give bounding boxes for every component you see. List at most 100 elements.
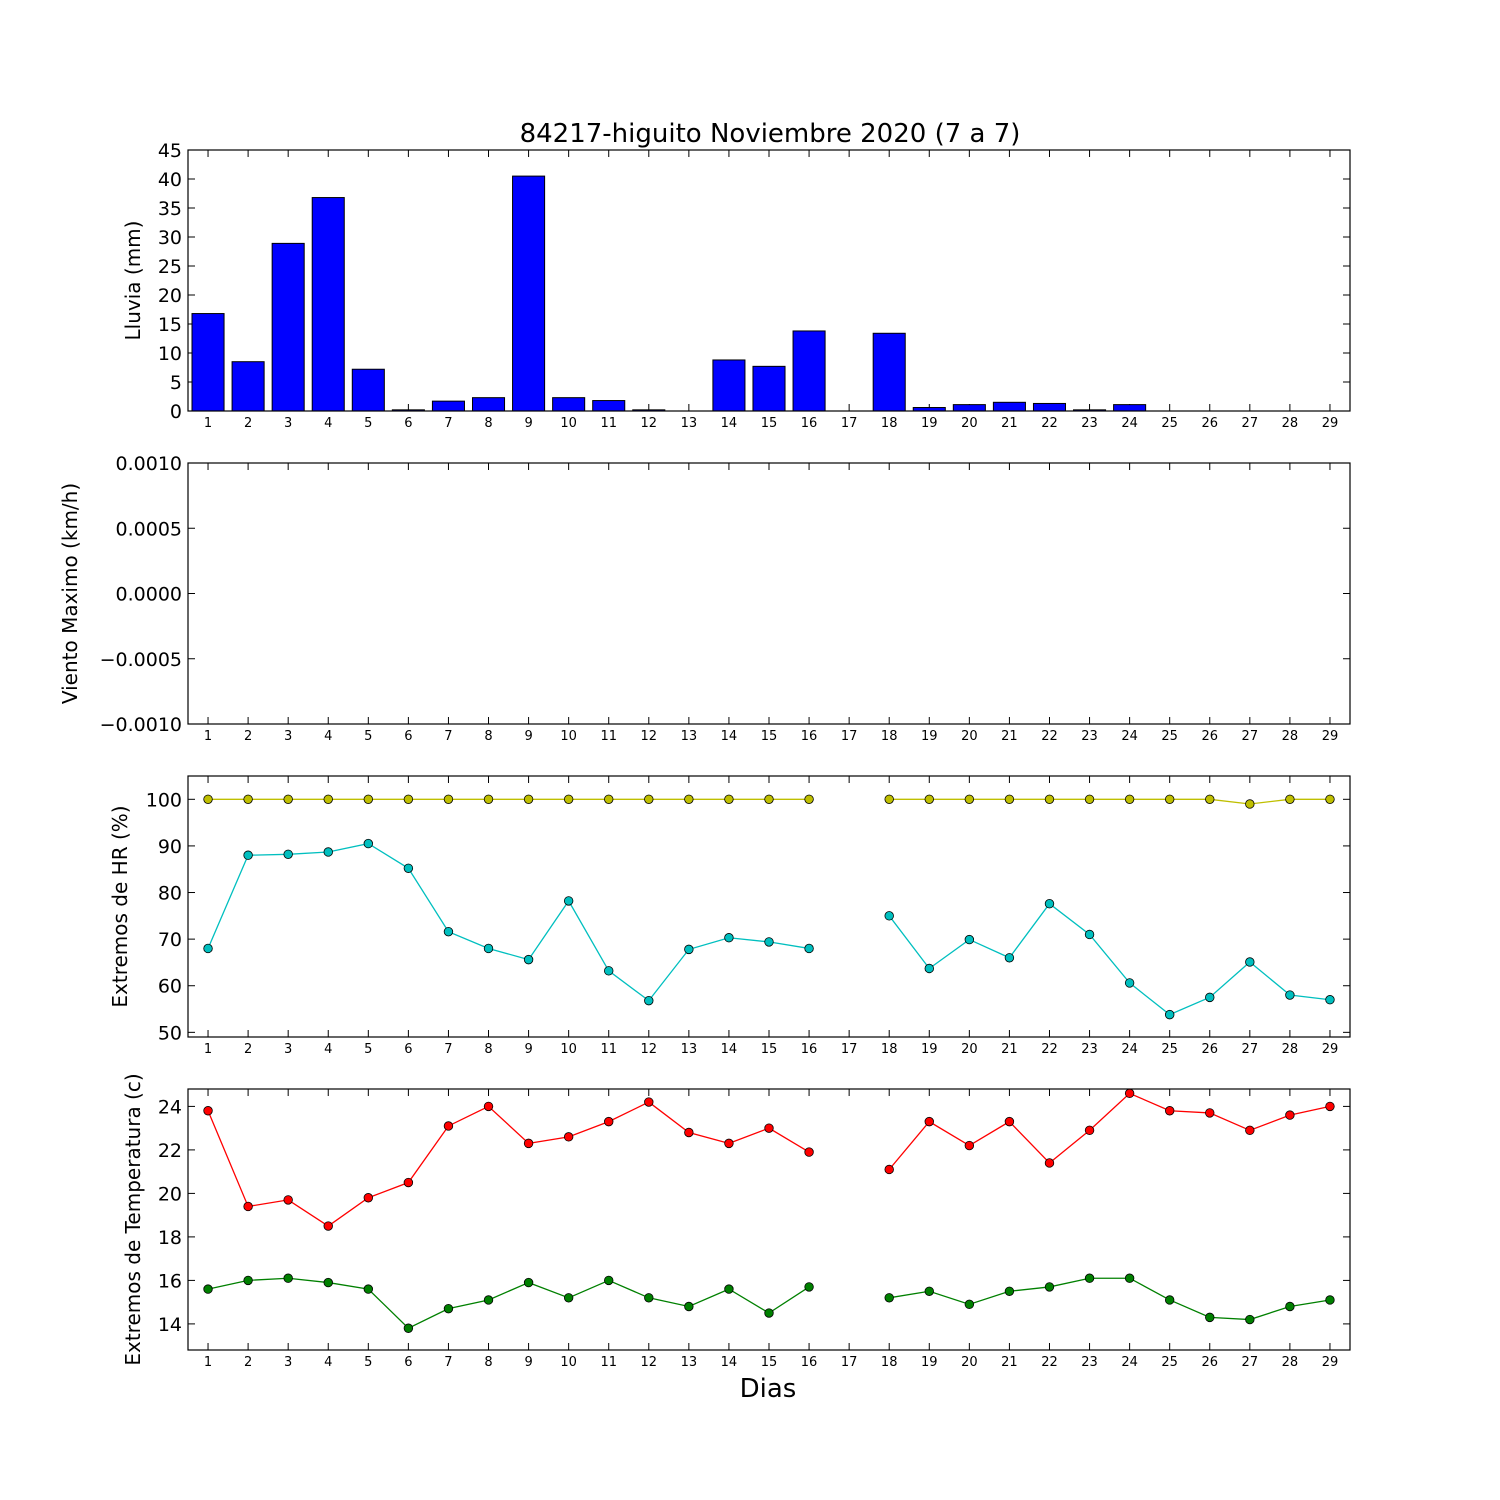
- x-tick-label: 19: [921, 729, 938, 744]
- x-tick-label: 13: [681, 1042, 698, 1057]
- y-axis-label: Extremos de HR (%): [108, 805, 132, 1007]
- y-tick-label: 15: [158, 314, 182, 336]
- bar: [992, 401, 1026, 412]
- y-tick-label: 20: [158, 285, 182, 307]
- data-point: [964, 1299, 975, 1310]
- data-point: [924, 1286, 934, 1296]
- data-point: [1044, 1282, 1055, 1292]
- y-tick-label: 10: [158, 343, 182, 365]
- data-point: [203, 794, 213, 805]
- y-tick-label: 35: [158, 198, 182, 220]
- data-point: [1205, 794, 1215, 805]
- y-tick-label: 0.0005: [116, 518, 182, 540]
- x-tick-label: 18: [881, 1355, 898, 1370]
- x-tick-label: 9: [524, 729, 532, 744]
- x-tick-label: 11: [600, 416, 617, 431]
- data-point: [403, 863, 414, 873]
- bar: [592, 400, 626, 412]
- x-tick-label: 7: [444, 1355, 452, 1370]
- data-point: [403, 794, 414, 805]
- data-point: [283, 1195, 293, 1205]
- data-point: [1325, 1101, 1335, 1112]
- x-tick-label: 24: [1121, 729, 1138, 744]
- x-tick-label: 22: [1041, 729, 1058, 744]
- data-point: [203, 943, 213, 954]
- x-tick-label: 4: [324, 1355, 332, 1370]
- y-tick-label: 100: [146, 789, 182, 811]
- x-tick-label: 10: [560, 1042, 577, 1057]
- x-tick-label: 28: [1282, 729, 1299, 744]
- data-point: [1084, 929, 1095, 940]
- data-point: [563, 1132, 574, 1142]
- data-point: [724, 933, 734, 943]
- series-line: [889, 1277, 1331, 1321]
- x-tick-label: 12: [641, 416, 658, 431]
- data-point: [483, 1295, 494, 1305]
- series-2: [203, 1273, 1335, 1333]
- x-tick-label: 25: [1161, 1355, 1178, 1370]
- x-tick-label: 11: [600, 1042, 617, 1057]
- x-tick-label: 27: [1242, 1355, 1259, 1370]
- data-point: [563, 896, 574, 906]
- x-tick-label: 21: [1001, 1042, 1018, 1057]
- data-point: [323, 1277, 333, 1288]
- data-point: [604, 966, 614, 976]
- y-tick-label: 0.0000: [116, 584, 182, 606]
- data-point: [483, 1101, 494, 1112]
- data-point: [323, 1221, 333, 1231]
- data-point: [684, 1127, 694, 1138]
- data-point: [684, 1301, 694, 1312]
- bar: [471, 397, 506, 412]
- data-point: [1124, 1273, 1135, 1283]
- data-point: [1004, 794, 1015, 805]
- x-tick-label: 17: [841, 729, 858, 744]
- y-tick-label: 5: [170, 372, 182, 394]
- data-point: [203, 1106, 213, 1116]
- x-tick-label: 5: [364, 729, 372, 744]
- bar: [512, 175, 546, 412]
- x-tick-label: 23: [1081, 729, 1098, 744]
- y-tick-label: 25: [158, 256, 182, 278]
- x-tick-label: 1: [204, 1355, 212, 1370]
- data-point: [443, 794, 454, 805]
- x-tick-label: 7: [444, 416, 452, 431]
- data-point: [1245, 1125, 1255, 1136]
- data-point: [1285, 1301, 1295, 1312]
- x-tick-label: 25: [1161, 416, 1178, 431]
- data-point: [483, 794, 494, 805]
- y-tick-label: 45: [158, 140, 182, 162]
- x-tick-label: 4: [324, 729, 332, 744]
- data-point: [924, 794, 934, 805]
- x-tick-label: 8: [484, 416, 492, 431]
- x-tick-label: 12: [641, 1355, 658, 1370]
- x-tick-label: 8: [484, 1355, 492, 1370]
- y-tick-label: 14: [158, 1314, 182, 1336]
- y-tick-label: 40: [158, 169, 182, 191]
- x-tick-label: 17: [841, 1042, 858, 1057]
- data-point: [243, 794, 253, 805]
- plot-frame: [187, 1088, 1351, 1351]
- data-point: [243, 1201, 253, 1212]
- data-point: [1164, 1106, 1175, 1116]
- x-tick-label: 29: [1322, 1355, 1339, 1370]
- x-tick-label: 29: [1322, 1042, 1339, 1057]
- x-tick-label: 21: [1001, 416, 1018, 431]
- x-tick-label: 13: [681, 416, 698, 431]
- series-1: [203, 1088, 1335, 1231]
- x-tick-label: 1: [204, 729, 212, 744]
- data-point: [684, 794, 694, 805]
- x-tick-label: 23: [1081, 1355, 1098, 1370]
- data-point: [323, 794, 333, 805]
- data-point: [1245, 799, 1255, 809]
- bar: [1113, 404, 1147, 412]
- data-point: [1325, 995, 1335, 1005]
- data-point: [363, 838, 374, 849]
- data-point: [363, 794, 374, 805]
- x-tick-label: 9: [524, 416, 532, 431]
- x-tick-label: 2: [244, 416, 252, 431]
- data-point: [804, 1282, 814, 1292]
- bar: [712, 359, 746, 412]
